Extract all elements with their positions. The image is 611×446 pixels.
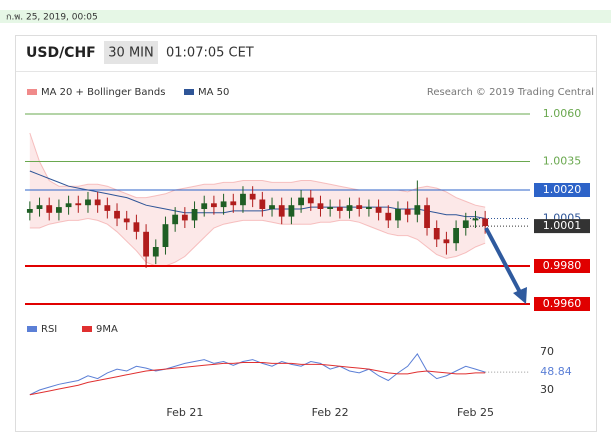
candle-body (259, 199, 266, 209)
candle-body (65, 203, 72, 208)
candle-body (104, 205, 111, 211)
candle-body (366, 207, 372, 209)
last-value-label: 48.84 (540, 365, 572, 378)
candle-body (385, 212, 392, 221)
candle-body (85, 199, 91, 206)
candle-body (395, 209, 401, 221)
candle-body (191, 209, 198, 221)
legend-label: 9MA (96, 324, 118, 335)
level-box (534, 259, 590, 273)
legend-label: MA 20 + Bollinger Bands (41, 87, 165, 98)
arrow-head (513, 287, 527, 304)
legend-swatch (184, 89, 194, 95)
level-label: 0.9960 (543, 297, 582, 310)
level-label: 1.0020 (543, 183, 582, 196)
time: 01:07:05 CET (166, 46, 254, 61)
candle-body (36, 205, 43, 209)
candle-body (462, 220, 469, 228)
timeframe-box (104, 41, 158, 64)
candle-body (172, 214, 179, 225)
candle-body (346, 205, 353, 211)
candle-body (375, 207, 382, 213)
x-tick-label: Feb 25 (457, 406, 494, 419)
level-label: 1.0035 (543, 155, 582, 168)
candle-body (211, 203, 217, 208)
candle-body (298, 197, 304, 206)
candle-body (220, 201, 227, 208)
candle-body (278, 205, 285, 217)
x-tick-label: Feb 21 (166, 406, 203, 419)
level-label: 0.9980 (543, 259, 582, 272)
date: ก.พ. 25, 2019, 00:05 (6, 13, 98, 23)
candle-body (133, 222, 140, 232)
candle-body (404, 209, 411, 215)
candle-body (46, 205, 53, 213)
candle-body (269, 205, 275, 209)
y-tick-label: 70 (540, 345, 554, 358)
candle-body (230, 201, 237, 206)
bollinger-lower (29, 217, 486, 267)
candle-body (26, 209, 33, 213)
y-tick-label: 30 (540, 383, 554, 396)
candle-body (453, 228, 459, 244)
date-bar (0, 10, 611, 23)
symbol: USD/CHF (26, 45, 96, 61)
candle-body (356, 205, 363, 209)
candle-body (249, 193, 256, 200)
level-label: 1.0001 (543, 219, 582, 232)
candle-body (152, 247, 159, 257)
candle-body (317, 203, 324, 209)
candle-body (443, 239, 450, 244)
candle-body (201, 203, 208, 209)
candle-body (414, 205, 421, 215)
legend-label: MA 50 (198, 87, 229, 98)
rsi-line (29, 353, 486, 396)
candle-body (56, 207, 62, 213)
candle-body (143, 231, 149, 257)
legend-label: RSI (41, 324, 57, 335)
panel (15, 35, 597, 432)
candle-body (288, 205, 295, 217)
candle-body (240, 193, 246, 206)
candle-body (336, 207, 343, 211)
candle-body (307, 197, 314, 204)
legend-swatch (82, 326, 92, 332)
legend-swatch (27, 89, 37, 95)
arrow-shaft (484, 227, 524, 297)
candle-body (327, 207, 334, 209)
legend-swatch (27, 326, 37, 332)
candle-body (114, 210, 120, 219)
level-box (534, 297, 590, 311)
x-tick-label: Feb 22 (312, 406, 349, 419)
candle-body (482, 218, 489, 227)
level-box (534, 183, 590, 197)
candle-body (75, 203, 82, 206)
candle-body (94, 199, 101, 206)
bollinger-upper (29, 132, 486, 208)
candle-body (181, 214, 188, 221)
timeframe: 30 MIN (108, 46, 153, 61)
candle-body (433, 228, 440, 240)
rsi-line (29, 361, 486, 396)
candle-body (162, 224, 169, 247)
candle-body (424, 205, 430, 228)
candle-body (472, 218, 479, 221)
credit: Research © 2019 Trading Central (427, 87, 594, 98)
level-box (534, 219, 590, 234)
candle-body (123, 218, 130, 223)
level-label: 1.0060 (543, 107, 582, 120)
